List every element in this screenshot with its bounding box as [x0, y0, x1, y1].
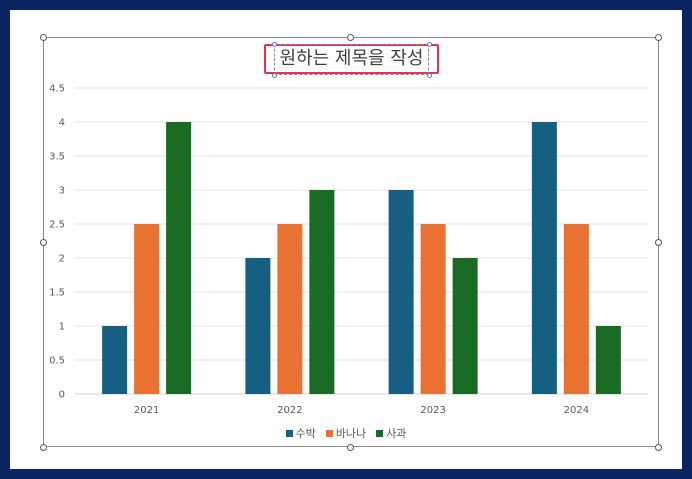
- y-tick-label: 0: [59, 390, 65, 401]
- y-tick-label: 1: [59, 322, 65, 333]
- resize-handle-right[interactable]: [655, 239, 662, 246]
- title-handle-top-left[interactable]: [272, 42, 277, 47]
- legend-item: 사과: [376, 425, 406, 441]
- resize-handle-top[interactable]: [347, 34, 354, 41]
- title-handle-bottom-right[interactable]: [427, 73, 432, 78]
- y-tick-label: 4.5: [49, 84, 65, 95]
- title-handle-bottom-left[interactable]: [272, 73, 277, 78]
- y-tick-label: 1.5: [49, 288, 65, 299]
- resize-handle-bottom-left[interactable]: [40, 444, 47, 451]
- resize-handle-left[interactable]: [40, 239, 47, 246]
- legend-label: 사과: [386, 427, 407, 440]
- bar: [309, 190, 335, 394]
- x-tick-label: 2021: [134, 405, 159, 416]
- bar: [245, 258, 271, 394]
- y-tick-label: 0.5: [49, 356, 65, 367]
- resize-handle-bottom[interactable]: [347, 444, 354, 451]
- x-tick-label: 2023: [420, 405, 445, 416]
- bar: [595, 326, 621, 394]
- legend-label: 수박: [295, 427, 316, 440]
- x-tick-label: 2022: [277, 405, 302, 416]
- bar: [134, 224, 160, 394]
- bar: [420, 224, 446, 394]
- title-handle-top-right[interactable]: [427, 42, 432, 47]
- bar: [388, 190, 414, 394]
- legend-label: 바나나: [335, 427, 367, 440]
- resize-handle-bottom-right[interactable]: [655, 444, 662, 451]
- bar: [452, 258, 478, 394]
- y-tick-label: 3.5: [49, 152, 65, 163]
- legend-swatch: [285, 429, 293, 437]
- resize-handle-top-right[interactable]: [655, 34, 662, 41]
- chart-legend: 수박 바나나 사과: [0, 425, 692, 441]
- y-tick-label: 3: [59, 186, 65, 197]
- resize-handle-top-left[interactable]: [40, 34, 47, 41]
- y-tick-label: 2: [59, 254, 65, 265]
- bar: [531, 122, 557, 394]
- legend-swatch: [376, 429, 384, 437]
- bar: [102, 326, 128, 394]
- chart-title-highlight: [264, 44, 439, 74]
- y-tick-label: 2.5: [49, 220, 65, 231]
- legend-item: 수박: [285, 425, 316, 441]
- legend-item: 바나나: [325, 425, 367, 441]
- x-tick-label: 2024: [564, 405, 589, 416]
- bar: [166, 122, 192, 394]
- chart-title-textbox[interactable]: [274, 44, 429, 75]
- chart-title[interactable]: 원하는 제목을 작성: [279, 48, 424, 69]
- y-tick-label: 4: [59, 118, 65, 129]
- bar: [277, 224, 303, 394]
- bar: [563, 224, 589, 394]
- legend-swatch: [325, 429, 333, 437]
